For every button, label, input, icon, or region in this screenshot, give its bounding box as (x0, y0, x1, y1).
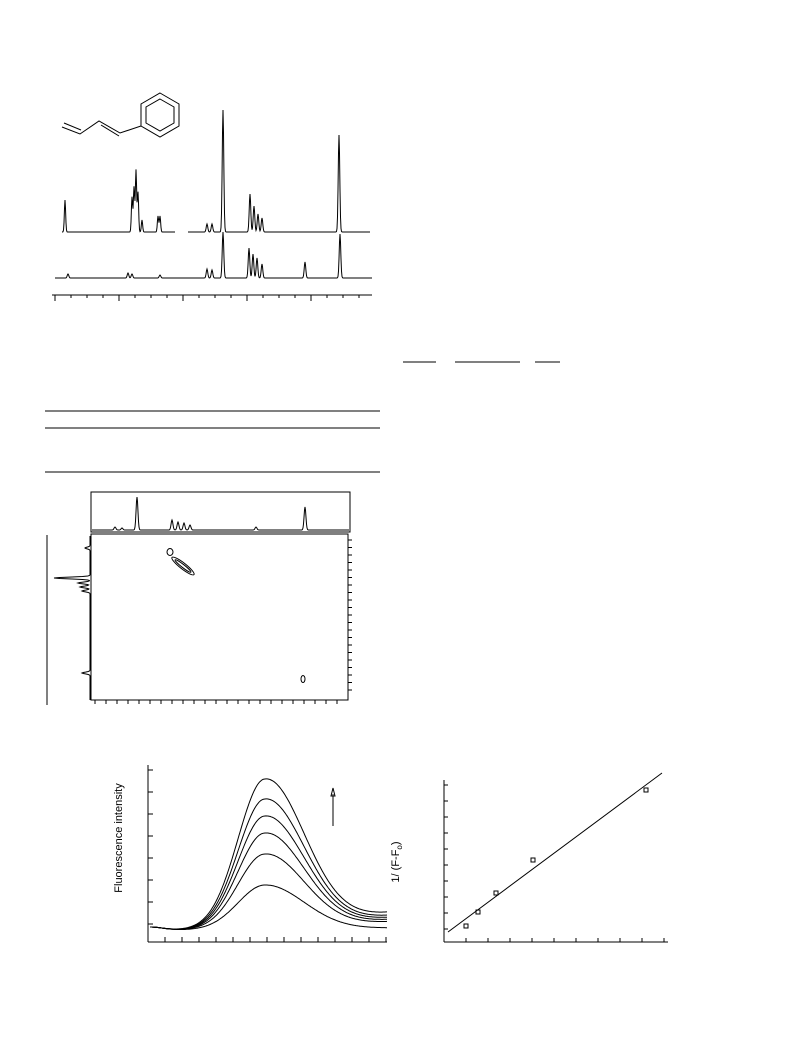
shape (447, 772, 663, 933)
shape (166, 548, 174, 556)
label-main: 1/ (F-F (390, 849, 402, 882)
shape (150, 798, 388, 930)
shape (150, 853, 388, 930)
nmr-spectra (52, 109, 372, 301)
shape (463, 923, 469, 929)
fluorescence-figure: Fluorescence intensity (113, 765, 388, 943)
shape (530, 857, 536, 863)
group (147, 769, 387, 942)
label-end: ) (390, 841, 402, 845)
shape (330, 787, 336, 797)
shape (493, 890, 499, 896)
shape (62, 109, 370, 233)
shape (174, 559, 192, 573)
shape (55, 231, 372, 279)
shape (171, 556, 195, 576)
shape (61, 120, 142, 135)
group (443, 784, 665, 942)
shape (150, 778, 387, 930)
shape (92, 496, 349, 531)
shape (150, 884, 387, 931)
group (54, 295, 360, 301)
group (150, 778, 388, 931)
group (94, 539, 352, 704)
shape (140, 92, 180, 138)
shape (63, 122, 82, 131)
shape (475, 909, 481, 915)
shape (643, 787, 649, 793)
table-rules (45, 410, 380, 473)
y-axis-label: 1/ (F-Fo) (390, 841, 404, 882)
shape (90, 533, 349, 701)
fit-figure: 1/ (F-Fo) (390, 772, 668, 943)
label-sub: o (395, 845, 404, 850)
shape (53, 536, 91, 700)
shape (100, 124, 120, 137)
shape (145, 98, 175, 132)
y-axis-label: Fluorescence intensity (113, 783, 125, 893)
shape (300, 675, 306, 683)
nmr-2d (46, 491, 352, 705)
shape (90, 491, 351, 533)
shape (150, 832, 387, 930)
molecule (61, 92, 180, 138)
